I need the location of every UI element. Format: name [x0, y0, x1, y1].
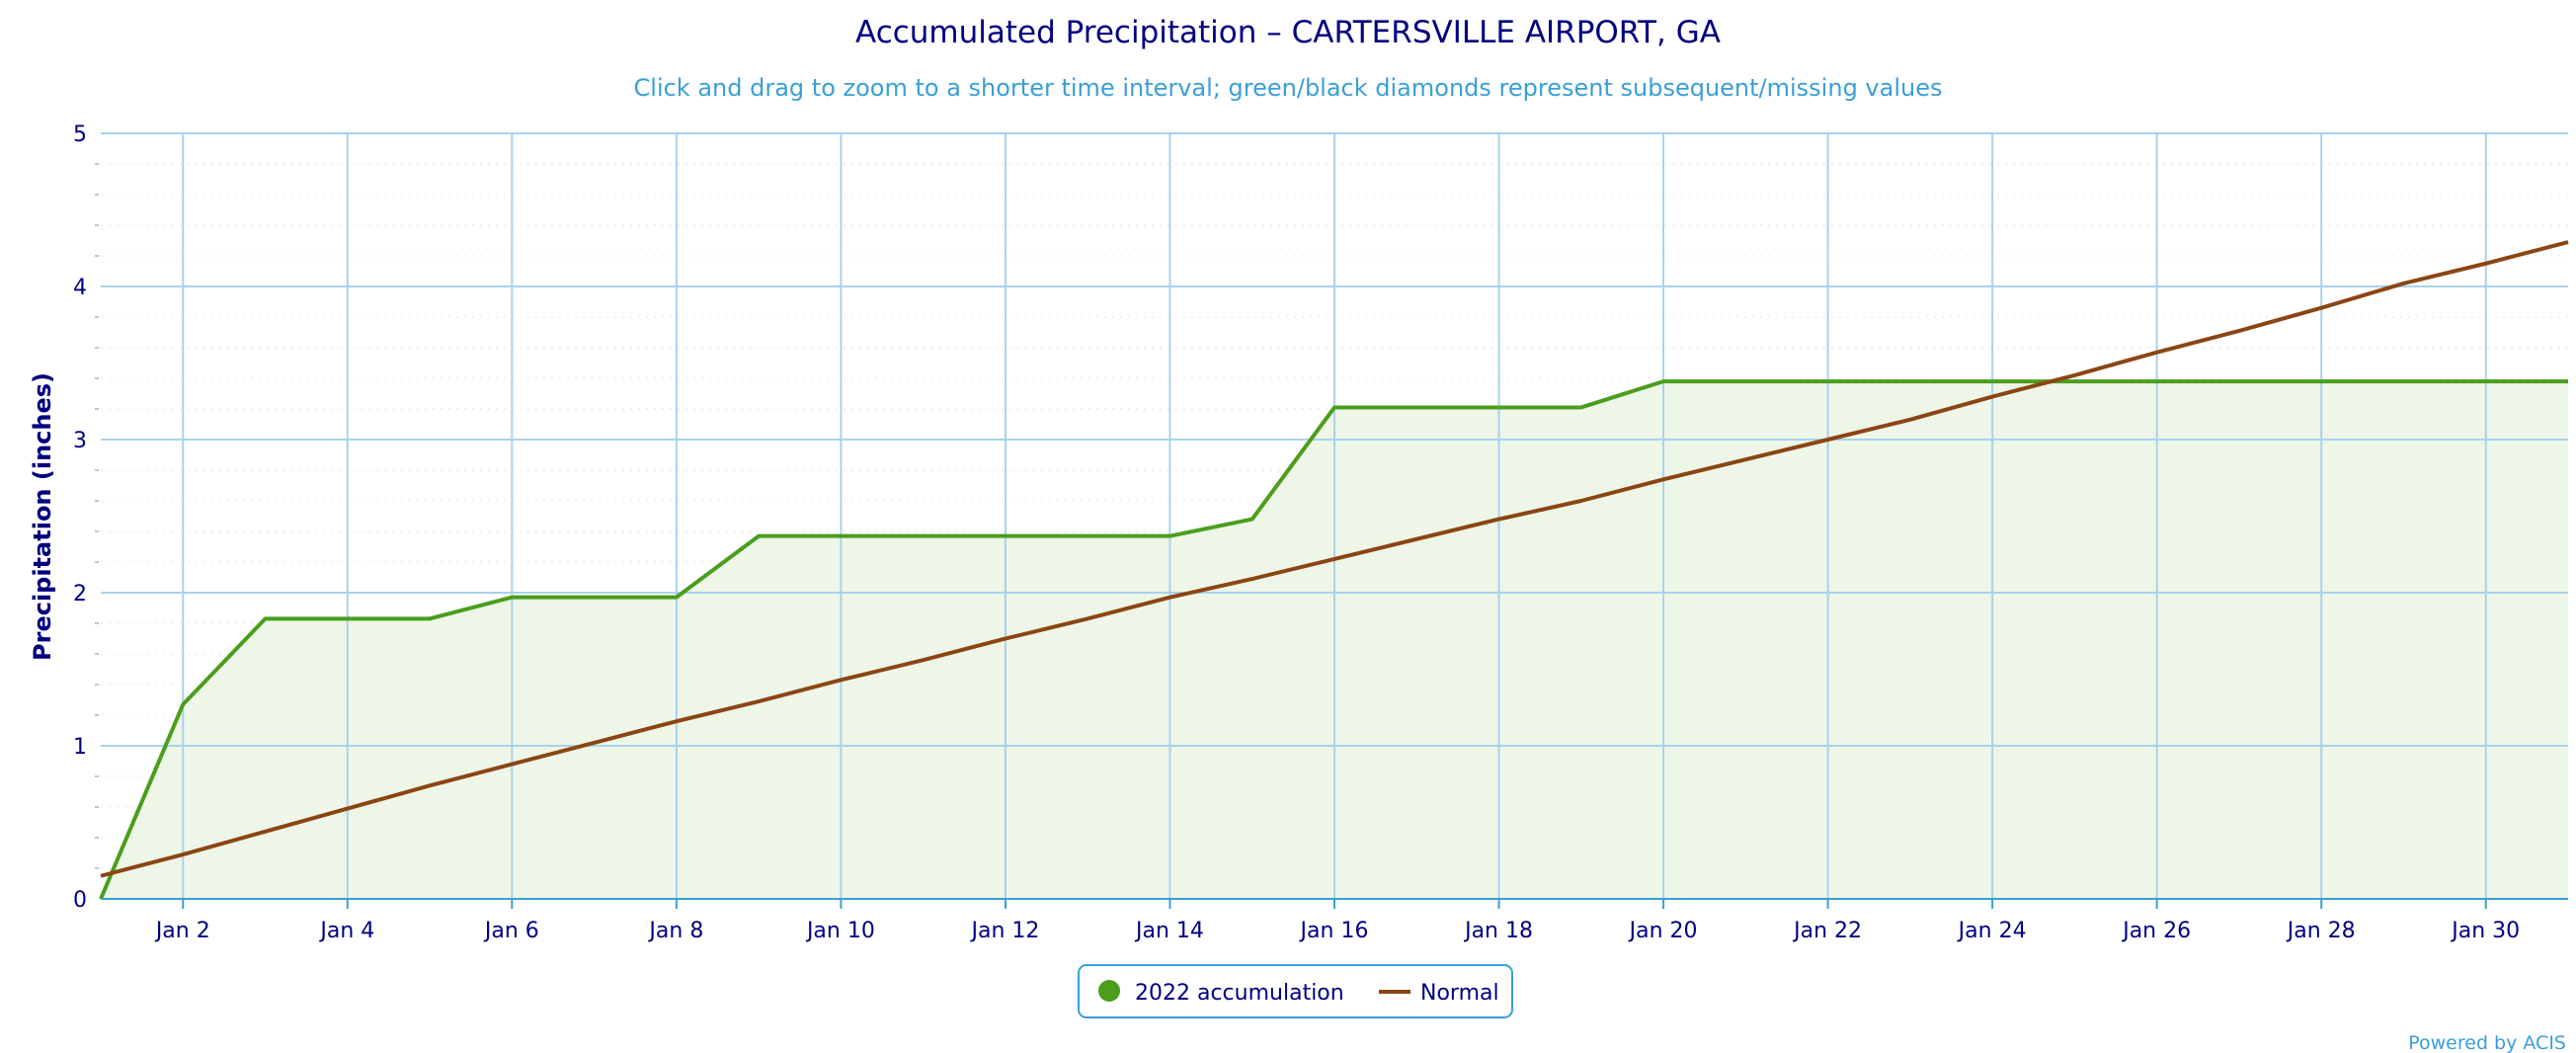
credit-link[interactable]: Powered by ACIS: [2408, 1032, 2566, 1053]
x-tick-label: Jan 28: [2286, 919, 2356, 943]
y-tick-label: 4: [73, 276, 87, 300]
x-tick-label: Jan 2: [154, 919, 210, 943]
x-tick-label: Jan 18: [1463, 919, 1533, 943]
y-tick-label: 0: [73, 888, 87, 913]
y-tick-label: 5: [73, 122, 87, 147]
x-tick-label: Jan 16: [1299, 919, 1369, 943]
legend-item-accumulation[interactable]: 2022 accumulation: [1098, 980, 1344, 1006]
x-tick-label: Jan 4: [318, 919, 374, 943]
x-tick-label: Jan 6: [483, 919, 539, 943]
y-tick-label: 3: [73, 429, 87, 453]
legend-marker-dot: [1098, 980, 1120, 1002]
series-line-1: [100, 240, 2569, 878]
legend: 2022 accumulation Normal: [1078, 964, 1513, 1018]
x-tick-label: Jan 8: [647, 919, 703, 943]
series-lines: [99, 240, 2569, 900]
axes: 0 1 2 3 4 5 Jan 2 Jan 4 Jan 6 Jan 8 Jan 10 Jan 12 Ja…: [73, 122, 2568, 943]
legend-item-normal[interactable]: Normal: [1379, 981, 1499, 1006]
x-tick-label: Jan 14: [1134, 919, 1204, 943]
legend-box: [1078, 964, 1513, 1018]
x-tick-label: Jan 22: [1792, 919, 1862, 943]
series-line-0: [99, 379, 2568, 900]
chart-title: Accumulated Precipitation – CARTERSVILLE…: [855, 15, 1721, 50]
legend-label-accumulation: 2022 accumulation: [1135, 981, 1344, 1006]
x-tick-label: Jan 10: [805, 919, 875, 943]
y-tick-label: 2: [73, 582, 87, 607]
y-axis-label: Precipitation (inches): [29, 372, 56, 661]
x-tick-label: Jan 26: [2121, 919, 2191, 943]
x-tick-label: Jan 30: [2450, 919, 2520, 943]
legend-label-normal: Normal: [1420, 981, 1499, 1006]
x-tick-label: Jan 12: [969, 919, 1039, 943]
x-tick-label: Jan 20: [1628, 919, 1698, 943]
x-tick-label: Jan 24: [1957, 919, 2027, 943]
chart-subtitle: Click and drag to zoom to a shorter time…: [634, 74, 1943, 102]
y-tick-label: 1: [73, 735, 87, 760]
